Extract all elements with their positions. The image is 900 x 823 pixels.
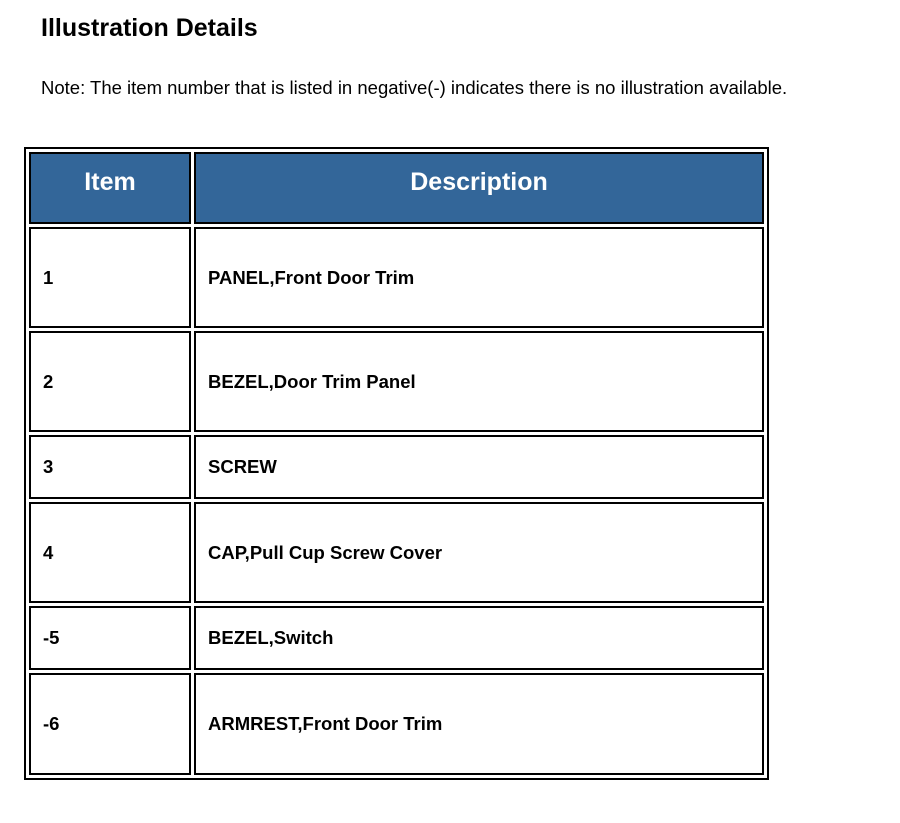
- table-row: 1 PANEL,Front Door Trim: [29, 227, 764, 328]
- table-row: 3 SCREW: [29, 435, 764, 499]
- description-cell: BEZEL,Door Trim Panel: [194, 331, 764, 432]
- description-cell: PANEL,Front Door Trim: [194, 227, 764, 328]
- description-cell: ARMREST,Front Door Trim: [194, 673, 764, 775]
- description-cell: CAP,Pull Cup Screw Cover: [194, 502, 764, 603]
- header-item: Item: [29, 152, 191, 224]
- page-title: Illustration Details: [41, 14, 258, 42]
- item-cell: -5: [29, 606, 191, 670]
- item-cell: 3: [29, 435, 191, 499]
- table-row: 4 CAP,Pull Cup Screw Cover: [29, 502, 764, 603]
- item-cell: 2: [29, 331, 191, 432]
- illustration-table: Item Description 1 PANEL,Front Door Trim …: [24, 147, 769, 780]
- table-row: -6 ARMREST,Front Door Trim: [29, 673, 764, 775]
- description-cell: BEZEL,Switch: [194, 606, 764, 670]
- note-text: Note: The item number that is listed in …: [41, 77, 788, 98]
- item-cell: 1: [29, 227, 191, 328]
- table-row: -5 BEZEL,Switch: [29, 606, 764, 670]
- description-cell: SCREW: [194, 435, 764, 499]
- item-cell: -6: [29, 673, 191, 775]
- table-row: 2 BEZEL,Door Trim Panel: [29, 331, 764, 432]
- header-description: Description: [194, 152, 764, 224]
- header-row: Item Description: [29, 152, 764, 224]
- item-cell: 4: [29, 502, 191, 603]
